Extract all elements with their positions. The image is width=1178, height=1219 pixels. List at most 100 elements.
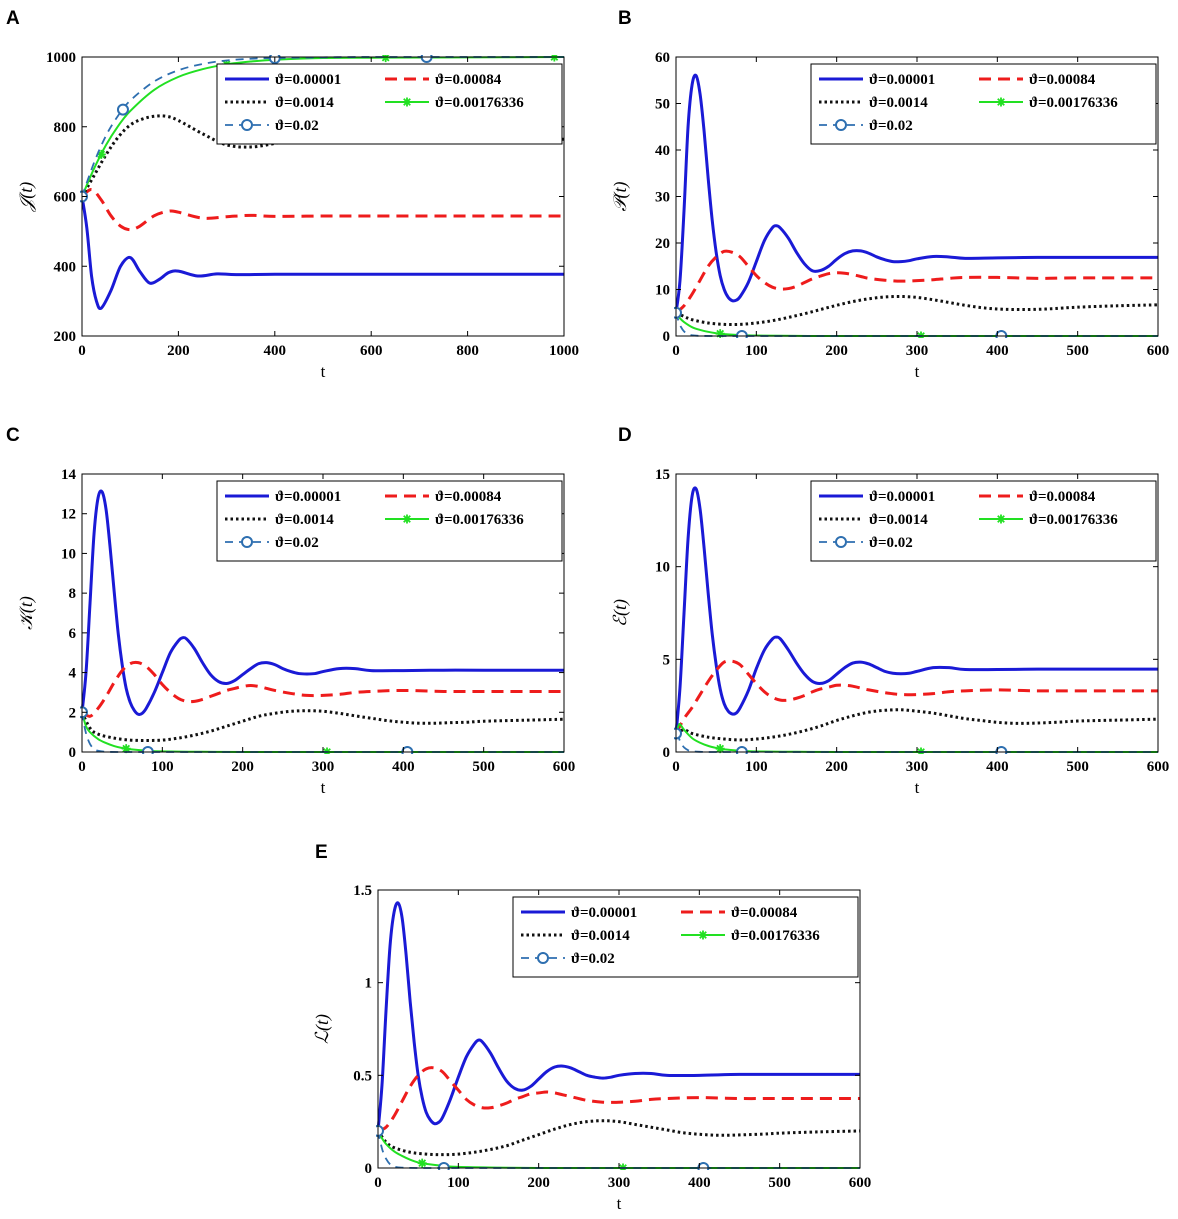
legend: ϑ=0.00001 ϑ=0.00084 ϑ=0.0014 ϑ=0.00176336 ϑ=…	[216, 63, 563, 145]
series-line-3	[675, 294, 1159, 327]
series-marker-4	[381, 55, 391, 63]
legend-marker	[402, 514, 412, 524]
series-marker-4	[96, 149, 106, 159]
series-line-1	[80, 196, 564, 311]
y-tick-label: 2	[69, 705, 77, 721]
x-tick-label: 200	[527, 1175, 550, 1191]
panel-e: E 0 100 200 300 400 500 600 0 0.5 1 1.5 t ℒ(t) ϑ=0.000…	[312, 842, 871, 1213]
x-tick-label: 500	[768, 1175, 791, 1191]
y-tick-label: 20	[655, 236, 670, 252]
panel-c: C 0 100 200 300 400 500 600 0 2 4 6 8 10 12 14 t 𝒦(t) ϑ=0.…	[6, 425, 575, 797]
legend-label: ϑ=0.02	[275, 118, 319, 134]
y-tick-label: 4	[69, 666, 77, 682]
x-tick-label: 100	[745, 343, 768, 359]
y-tick-label: 0	[69, 745, 77, 761]
x-tick-label: 300	[608, 1175, 631, 1191]
legend-label: ϑ=0.0014	[275, 95, 334, 111]
series-marker-4	[715, 329, 725, 338]
legend-label: ϑ=0.0014	[275, 512, 334, 528]
y-tick-label: 1	[365, 976, 373, 992]
series-line-1	[674, 486, 1159, 734]
y-tick-label: 15	[655, 467, 670, 483]
panel-letter: A	[6, 8, 20, 29]
legend-label: ϑ=0.00176336	[1029, 95, 1118, 111]
series-marker-5	[116, 103, 129, 116]
legend: ϑ=0.00001 ϑ=0.00084 ϑ=0.0014 ϑ=0.00176336 ϑ=…	[810, 63, 1157, 145]
panel-a: A0 200 400 600 800 10002004006008001000t𝒥(t)ϑ…	[6, 8, 579, 381]
x-tick-label: 300	[312, 759, 335, 775]
series-marker-4	[715, 744, 725, 754]
x-tick-label: 400	[392, 759, 415, 775]
y-tick-label: 60	[655, 50, 670, 66]
legend-box	[512, 896, 859, 978]
legend-label: ϑ=0.0014	[869, 95, 928, 111]
x-tick-label: 500	[1066, 343, 1089, 359]
y-tick-label: 10	[655, 283, 670, 299]
x-tick-label: 0	[78, 343, 86, 359]
series-line-2	[81, 660, 564, 718]
panel-letter: B	[618, 8, 632, 29]
series-marker-4	[417, 1158, 427, 1168]
x-axis-label: t	[915, 362, 920, 381]
x-tick-label: 600	[849, 1175, 872, 1191]
legend-label: ϑ=0.00001	[571, 905, 637, 921]
y-tick-label: 0	[663, 329, 671, 345]
x-tick-label: 0	[672, 343, 680, 359]
legend-label: ϑ=0.02	[571, 951, 615, 967]
series-marker-4	[121, 744, 131, 754]
series-line-1	[376, 901, 860, 1132]
x-tick-label: 600	[553, 759, 576, 775]
series-line-1	[80, 489, 564, 716]
x-tick-label: 400	[986, 343, 1009, 359]
y-tick-label: 0	[365, 1161, 373, 1177]
y-axis-label: ℒ(t)	[312, 1014, 333, 1044]
x-tick-label: 400	[688, 1175, 711, 1191]
legend-marker	[996, 97, 1006, 107]
x-tick-label: 300	[906, 343, 929, 359]
y-tick-label: 0	[663, 745, 671, 761]
legend-box	[810, 480, 1157, 562]
y-tick-label: 12	[61, 507, 76, 523]
legend-marker	[537, 952, 549, 964]
series-line-3	[80, 709, 565, 742]
legend-label: ϑ=0.00001	[275, 72, 341, 88]
legend-marker	[835, 536, 847, 548]
panel-d: D 0 100 200 300 400 500 600 0 5 10 15 t ℰ(t) ϑ=0.00001…	[610, 425, 1169, 797]
y-tick-label: 800	[54, 120, 77, 136]
legend-marker	[402, 97, 412, 107]
y-tick-label: 600	[54, 190, 77, 206]
y-tick-label: 0.5	[353, 1068, 372, 1084]
x-tick-label: 100	[447, 1175, 470, 1191]
legend: ϑ=0.00001 ϑ=0.00084 ϑ=0.0014 ϑ=0.00176336 ϑ=…	[810, 480, 1157, 562]
x-tick-label: 100	[745, 759, 768, 775]
x-tick-label: 0	[374, 1175, 382, 1191]
legend-label: ϑ=0.0014	[869, 512, 928, 528]
legend-box	[810, 63, 1157, 145]
x-axis-label: t	[915, 778, 920, 797]
series-line-2	[675, 249, 1159, 314]
y-tick-label: 10	[61, 546, 76, 562]
legend: ϑ=0.00001 ϑ=0.00084 ϑ=0.0014 ϑ=0.00176336 ϑ=…	[216, 480, 563, 562]
x-tick-label: 500	[1066, 759, 1089, 775]
legend-label: ϑ=0.02	[869, 535, 913, 551]
legend-label: ϑ=0.02	[869, 118, 913, 134]
panel-letter: D	[618, 425, 632, 446]
legend-label: ϑ=0.00176336	[731, 928, 820, 944]
x-tick-label: 500	[472, 759, 495, 775]
legend-label: ϑ=0.00084	[731, 905, 798, 921]
x-tick-label: 600	[1147, 343, 1170, 359]
panel-letter: C	[6, 425, 20, 446]
x-tick-label: 0	[78, 759, 86, 775]
series-line-2	[81, 188, 564, 232]
legend: ϑ=0.00001 ϑ=0.00084 ϑ=0.0014 ϑ=0.00176336 ϑ=…	[512, 896, 859, 978]
legend-label: ϑ=0.00001	[869, 489, 935, 505]
series-line-3	[675, 708, 1159, 742]
legend-marker	[241, 536, 253, 548]
y-tick-label: 1000	[46, 50, 76, 66]
y-axis-label: 𝒥(t)	[16, 182, 37, 212]
x-tick-label: 600	[360, 343, 383, 359]
x-axis-label: t	[321, 778, 326, 797]
legend-marker	[698, 930, 708, 940]
y-tick-label: 8	[69, 586, 77, 602]
